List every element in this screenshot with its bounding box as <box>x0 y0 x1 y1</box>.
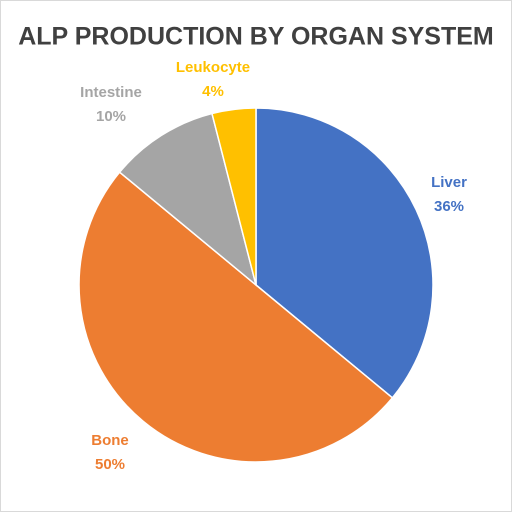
slice-label: Bone <box>91 432 129 449</box>
chart-title: ALP PRODUCTION BY ORGAN SYSTEM <box>18 23 494 51</box>
slice-value-label: 50% <box>95 456 125 473</box>
pie-slice <box>78 171 394 463</box>
slice-value-label: 10% <box>96 108 126 125</box>
pie-slice <box>255 107 434 399</box>
slice-label: Intestine <box>80 84 142 101</box>
slice-value-label: 4% <box>202 83 224 100</box>
slice-label: Liver <box>431 174 467 191</box>
slice-label: Leukocyte <box>176 59 250 76</box>
pie-slice <box>211 107 257 286</box>
pie-slice <box>118 112 258 288</box>
slice-value-label: 36% <box>434 198 464 215</box>
